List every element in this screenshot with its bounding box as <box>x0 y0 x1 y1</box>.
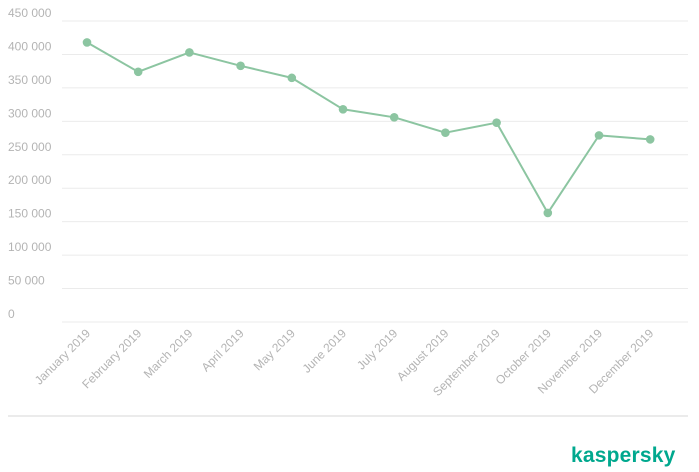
series-line-layer <box>86 41 651 214</box>
kaspersky-logo: kaspersky <box>571 444 676 467</box>
x-tick-label: June 2019 <box>300 326 350 376</box>
data-point <box>133 67 143 77</box>
x-tick-label: March 2019 <box>141 326 196 381</box>
data-point <box>82 38 92 47</box>
y-tick-label: 0 <box>8 307 15 321</box>
y-tick-label: 250 000 <box>8 140 52 154</box>
data-point <box>492 118 501 127</box>
y-tick-label: 200 000 <box>8 173 52 187</box>
series-line <box>86 41 651 214</box>
data-point <box>543 208 553 218</box>
data-point <box>287 73 297 83</box>
x-tick-label: July 2019 <box>354 326 400 372</box>
x-tick-label: May 2019 <box>251 326 298 373</box>
data-point <box>338 104 348 114</box>
y-tick-label: 100 000 <box>8 240 52 254</box>
x-tick-label: April 2019 <box>199 326 247 374</box>
data-point <box>185 48 194 57</box>
y-tick-label: 150 000 <box>8 207 52 221</box>
y-tick-label: 50 000 <box>8 274 45 288</box>
y-tick-label: 450 000 <box>8 6 52 20</box>
data-point <box>441 128 450 138</box>
data-point <box>389 113 399 122</box>
grid-layer <box>62 20 688 323</box>
series-points-layer <box>82 38 655 218</box>
data-point <box>594 131 604 140</box>
data-point <box>236 61 245 71</box>
y-tick-label: 300 000 <box>8 106 52 120</box>
y-axis-ticks: 0 50 000 100 000 150 000 200 000 250 000 300 0… <box>8 6 52 321</box>
y-tick-label: 350 000 <box>8 73 52 87</box>
data-point <box>645 135 655 144</box>
y-tick-label: 400 000 <box>8 39 52 53</box>
